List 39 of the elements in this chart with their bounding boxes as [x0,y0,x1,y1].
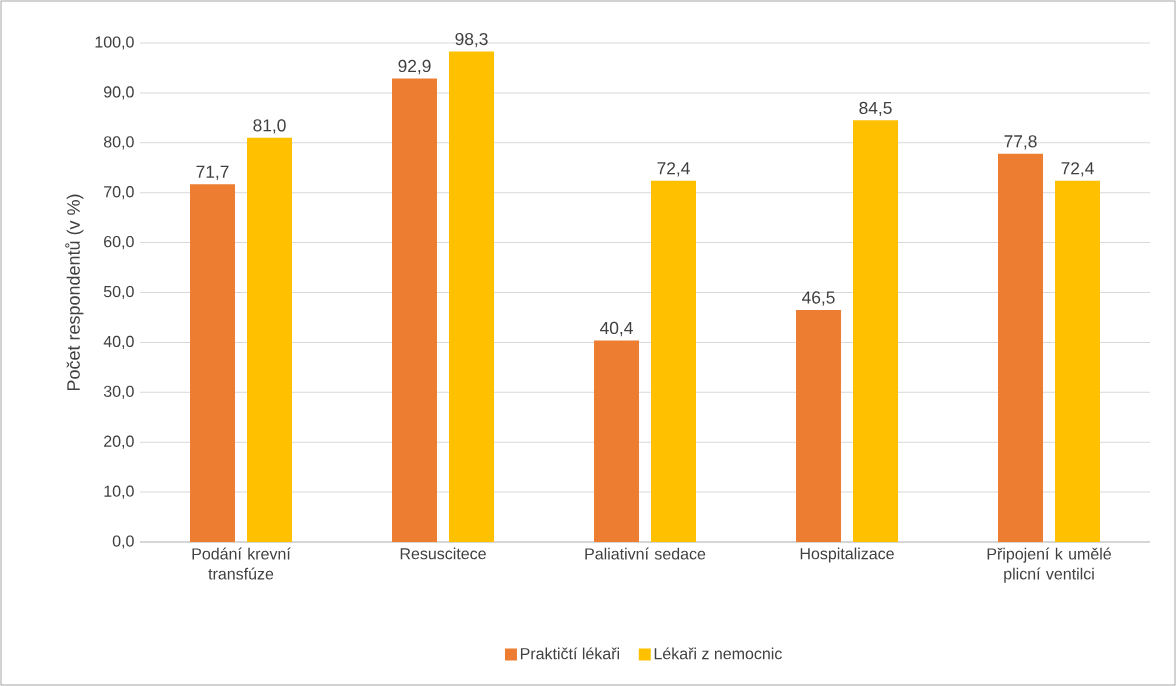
y-tick-label: 40,0 [103,335,134,350]
x-tick-label: Připojení k umělé plicní ventilci [987,547,1111,583]
x-tick-label: Paliativní sedace [585,547,706,560]
data-label: 84,5 [859,101,892,117]
data-label: 92,9 [398,59,431,75]
data-label: 81,0 [253,119,286,134]
bar [190,184,236,542]
y-tick-label: 20,0 [104,435,134,449]
legend-label: Praktičtí lékaři [520,647,619,660]
y-tick-label: 70,0 [104,186,134,200]
bar [247,137,293,542]
bar [449,51,495,542]
data-label: 98,3 [455,32,488,48]
bar [998,153,1044,542]
data-label: 72,4 [657,162,690,177]
legend-label: Lékaři z nemocnic [654,647,782,660]
y-tick-label: 10,0 [104,485,134,499]
x-tick-label: Hospitalizace [800,547,894,563]
data-label: 72,4 [1061,162,1094,177]
y-tick-label: 0,0 [112,535,134,549]
y-tick-label: 90,0 [104,86,134,100]
bar [594,340,640,542]
y-axis-title: Počet respondentů (v %) [65,194,84,391]
bar [392,78,438,542]
data-label: 46,5 [802,291,835,306]
y-tick-label: 100,0 [95,36,134,50]
y-tick-label: 80,0 [103,136,134,150]
bar [853,120,899,542]
y-tick-label: 30,0 [103,385,134,399]
x-tick-label: Podání krevní transfúze [192,547,291,580]
bar [796,309,842,542]
bar [651,180,697,542]
data-label: 77,8 [1004,135,1037,150]
data-label: 71,7 [196,165,229,180]
y-tick-label: 50,0 [103,285,134,300]
data-label: 40,4 [600,321,633,337]
y-tick-label: 60,0 [104,235,134,250]
x-tick-label: Resuscitece [400,547,486,560]
bar [1055,180,1101,542]
